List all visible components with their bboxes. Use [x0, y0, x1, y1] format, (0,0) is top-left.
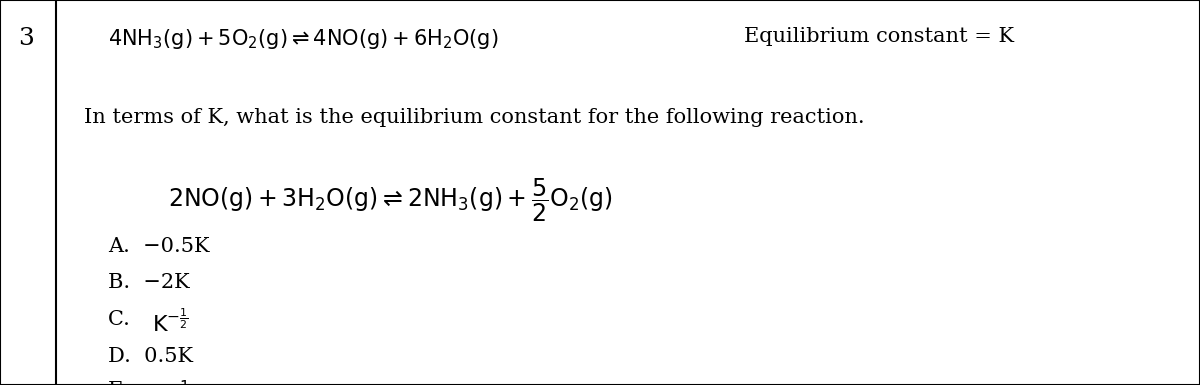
Text: In terms of K, what is the equilibrium constant for the following reaction.: In terms of K, what is the equilibrium c… [84, 108, 865, 127]
Text: $4\mathrm{NH_3(g) + 5O_2(g) \rightleftharpoons 4NO(g) + 6H_2O(g)}$: $4\mathrm{NH_3(g) + 5O_2(g) \rightleftha… [108, 27, 499, 51]
Text: $\mathrm{K}^{-1}$: $\mathrm{K}^{-1}$ [152, 381, 191, 385]
Text: 3: 3 [18, 27, 35, 50]
Text: Equilibrium constant = K: Equilibrium constant = K [744, 27, 1014, 46]
Text: C.: C. [108, 310, 143, 329]
Text: B.  −2K: B. −2K [108, 273, 190, 292]
Text: D.  0.5K: D. 0.5K [108, 346, 193, 365]
Text: E.: E. [108, 381, 143, 385]
Text: $\mathrm{K}^{-\frac{1}{2}}$: $\mathrm{K}^{-\frac{1}{2}}$ [152, 310, 190, 337]
Text: $2\mathrm{NO(g) + 3H_2O(g)} \rightleftharpoons 2\mathrm{NH_3(g)} + \dfrac{5}{2}\: $2\mathrm{NO(g) + 3H_2O(g)} \rightleftha… [168, 177, 613, 224]
Text: A.  −0.5K: A. −0.5K [108, 237, 210, 256]
